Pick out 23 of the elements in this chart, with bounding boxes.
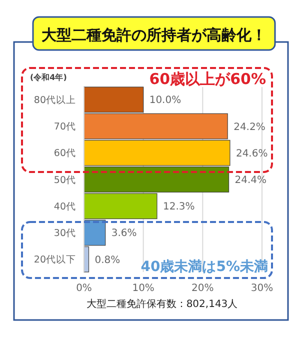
data-label: 10.0% bbox=[149, 95, 182, 106]
y-tick-label: 40代 bbox=[54, 201, 76, 212]
y-tick-label: 20代以下 bbox=[34, 254, 76, 266]
x-tick-label: 30% bbox=[250, 283, 274, 294]
data-label: 3.6% bbox=[111, 228, 137, 240]
y-tick-label: 80代以上 bbox=[34, 94, 76, 106]
x-tick-label: 0% bbox=[76, 283, 92, 294]
chart-title: 大型二種免許の所持者が高齢化！ bbox=[42, 26, 266, 44]
x-tick-label: 10% bbox=[132, 283, 154, 294]
y-tick-label: 60代 bbox=[54, 148, 76, 160]
text: 大型二種免許保有数：802,143人 bbox=[86, 298, 238, 310]
data-label: 24.4% bbox=[234, 175, 267, 186]
y-tick-label: 70代 bbox=[54, 122, 76, 133]
annotation: 60歳以上が60% bbox=[149, 70, 266, 88]
text: (令和4年) bbox=[30, 73, 67, 82]
y-tick-label: 50代 bbox=[54, 174, 76, 186]
y-tick-label: 30代 bbox=[54, 228, 76, 240]
x-tick-label: 20% bbox=[192, 283, 214, 294]
data-label: 24.6% bbox=[236, 148, 268, 160]
annotation: 40歳未満は5%未満 bbox=[140, 259, 268, 275]
data-label: 12.3% bbox=[162, 202, 195, 213]
data-label: 0.8% bbox=[94, 254, 120, 266]
data-label: 24.2% bbox=[234, 122, 266, 133]
